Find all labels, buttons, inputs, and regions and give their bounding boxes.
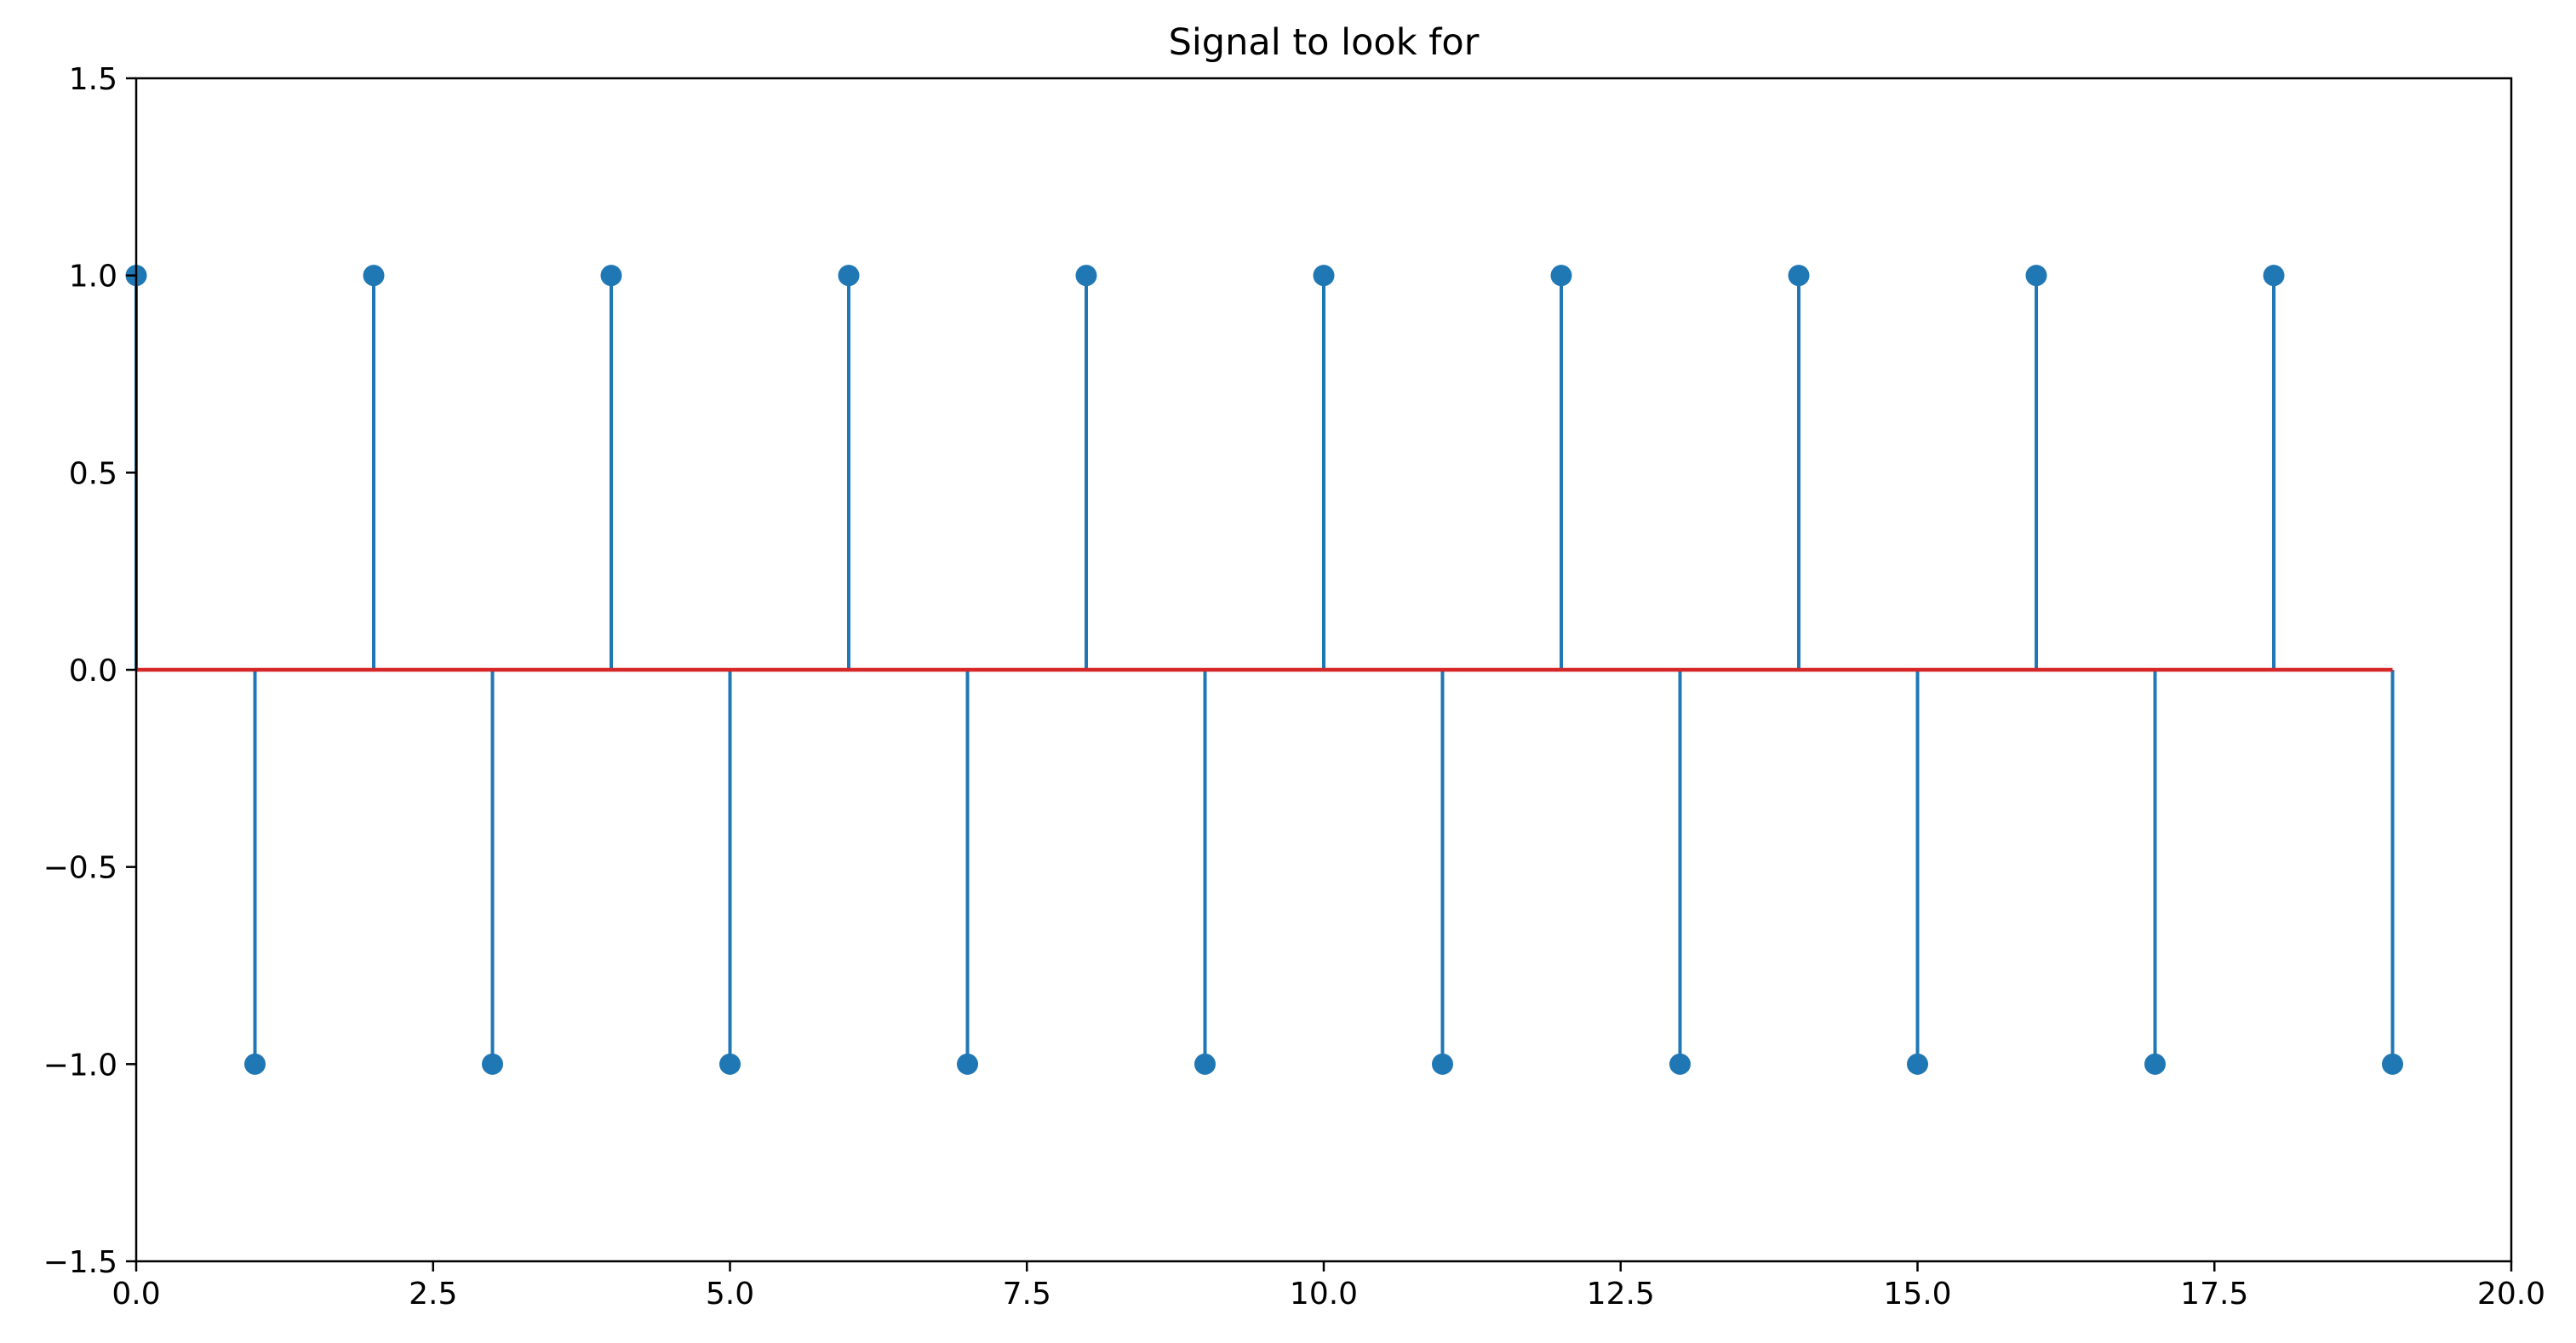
stem-marker xyxy=(1669,1053,1691,1075)
x-tick-label: 5.0 xyxy=(706,1277,754,1312)
stem-marker xyxy=(2382,1053,2403,1075)
y-tick-label: 1.0 xyxy=(69,260,117,294)
stem-marker xyxy=(600,265,622,287)
stem-marker xyxy=(1432,1053,1453,1075)
x-axis: 0.0 2.5 5.0 7.5 10.0 12.5 15.0 17.5 20.0 xyxy=(112,1261,2545,1312)
x-tick-label: 15.0 xyxy=(1883,1277,1951,1312)
stem-marker xyxy=(482,1053,503,1075)
chart-title: Signal to look for xyxy=(1169,21,1480,64)
stem-marker xyxy=(244,1053,266,1075)
stem-marker xyxy=(1075,265,1097,287)
y-tick-label: −1.0 xyxy=(43,1048,117,1083)
x-tick-label: 2.5 xyxy=(409,1277,457,1312)
stem-marker xyxy=(1313,265,1335,287)
axes-frame xyxy=(135,77,2513,1263)
x-tick-label: 20.0 xyxy=(2477,1277,2545,1312)
y-tick-label: −1.5 xyxy=(43,1245,117,1280)
stem-marker xyxy=(363,265,385,287)
plot-area xyxy=(125,265,2403,1075)
stem-marker xyxy=(1788,265,1810,287)
stem-marker xyxy=(719,1053,741,1075)
stem-marker xyxy=(957,1053,978,1075)
x-tick-label: 0.0 xyxy=(112,1277,160,1312)
y-tick-label: 1.5 xyxy=(69,62,117,97)
stem-marker xyxy=(2144,1053,2166,1075)
stem-marker xyxy=(1194,1053,1216,1075)
stem-marker xyxy=(1907,1053,1928,1075)
stem-marker xyxy=(2263,265,2285,287)
y-axis: 1.5 1.0 0.5 0.0 −0.5 −1.0 −1.5 xyxy=(43,62,136,1280)
x-tick-label: 10.0 xyxy=(1290,1277,1358,1312)
y-tick-label: 0.5 xyxy=(69,456,117,491)
y-tick-label: 0.0 xyxy=(69,654,117,689)
y-tick-label: −0.5 xyxy=(43,851,117,886)
stem-marker xyxy=(838,265,860,287)
x-tick-label: 17.5 xyxy=(2180,1277,2248,1312)
stem-marker xyxy=(1550,265,1572,287)
stem-marker xyxy=(2025,265,2047,287)
x-tick-label: 12.5 xyxy=(1587,1277,1655,1312)
x-tick-label: 7.5 xyxy=(1003,1277,1051,1312)
